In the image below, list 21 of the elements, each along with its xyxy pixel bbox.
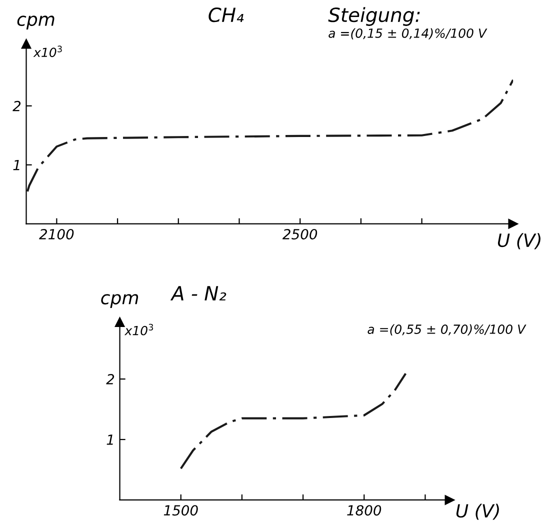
y-axis-title: cpm — [17, 16, 54, 30]
x-tick-label: 2500 — [282, 228, 318, 240]
x-tick-label: 2100 — [39, 228, 74, 240]
annotation: a =(0,55 ± 0,70)%/100 V — [368, 324, 526, 336]
y-tick-label: 1 — [106, 434, 113, 445]
x-tick-label: 1500 — [164, 505, 198, 516]
chart-title: CH₄ — [208, 7, 244, 22]
chart-title: A - N₂ — [170, 286, 226, 300]
annotation: x10$^{3}$ — [33, 46, 62, 58]
x-axis-title: U (V) — [456, 504, 499, 520]
chart-subtitle: Steigung: — [328, 7, 420, 26]
annotation: x10$^{3}$ — [124, 324, 154, 336]
y-axis-title: cpm — [101, 294, 138, 308]
line-series — [180, 372, 407, 470]
x-tick-label: 1800 — [347, 505, 382, 516]
line-series — [26, 78, 514, 192]
y-tick-label: 1 — [13, 160, 20, 170]
y-tick-label: 2 — [12, 100, 21, 112]
text: a =(0,15 ± 0,14)%/100 V — [328, 28, 488, 40]
y-tick-label: 2 — [106, 374, 114, 384]
x-axis-title: U (V) — [498, 233, 540, 250]
